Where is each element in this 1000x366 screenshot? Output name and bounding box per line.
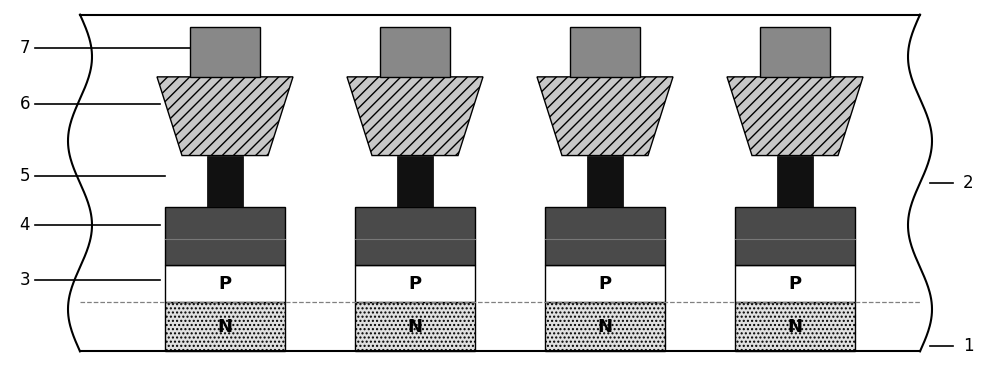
Polygon shape <box>157 77 293 156</box>
Text: N: N <box>218 318 232 336</box>
Text: 7: 7 <box>20 38 30 57</box>
Bar <box>380 27 450 77</box>
Bar <box>587 156 623 207</box>
Bar <box>165 265 285 302</box>
Bar <box>165 207 285 265</box>
Text: 2: 2 <box>963 174 974 192</box>
Text: N: N <box>598 318 612 336</box>
Bar <box>735 207 855 265</box>
Text: 6: 6 <box>20 95 30 113</box>
Text: P: P <box>788 274 802 293</box>
Text: P: P <box>408 274 422 293</box>
Bar <box>760 27 830 77</box>
Bar <box>355 207 475 265</box>
Bar <box>545 265 665 302</box>
Bar <box>207 156 243 207</box>
Bar <box>355 302 475 351</box>
Polygon shape <box>347 77 483 156</box>
Text: P: P <box>218 274 232 293</box>
Bar <box>735 302 855 351</box>
Text: 5: 5 <box>20 167 30 185</box>
Bar <box>777 156 813 207</box>
Bar <box>190 27 260 77</box>
Text: 1: 1 <box>963 337 974 355</box>
Polygon shape <box>537 77 673 156</box>
Text: N: N <box>788 318 802 336</box>
Bar <box>165 302 285 351</box>
Bar <box>545 207 665 265</box>
Bar <box>545 302 665 351</box>
Text: P: P <box>598 274 612 293</box>
Text: 4: 4 <box>20 216 30 234</box>
Bar <box>735 265 855 302</box>
Text: N: N <box>408 318 422 336</box>
Bar <box>397 156 433 207</box>
Polygon shape <box>727 77 863 156</box>
Bar <box>355 265 475 302</box>
Text: 3: 3 <box>20 271 30 289</box>
Bar <box>570 27 640 77</box>
Bar <box>80 15 920 351</box>
